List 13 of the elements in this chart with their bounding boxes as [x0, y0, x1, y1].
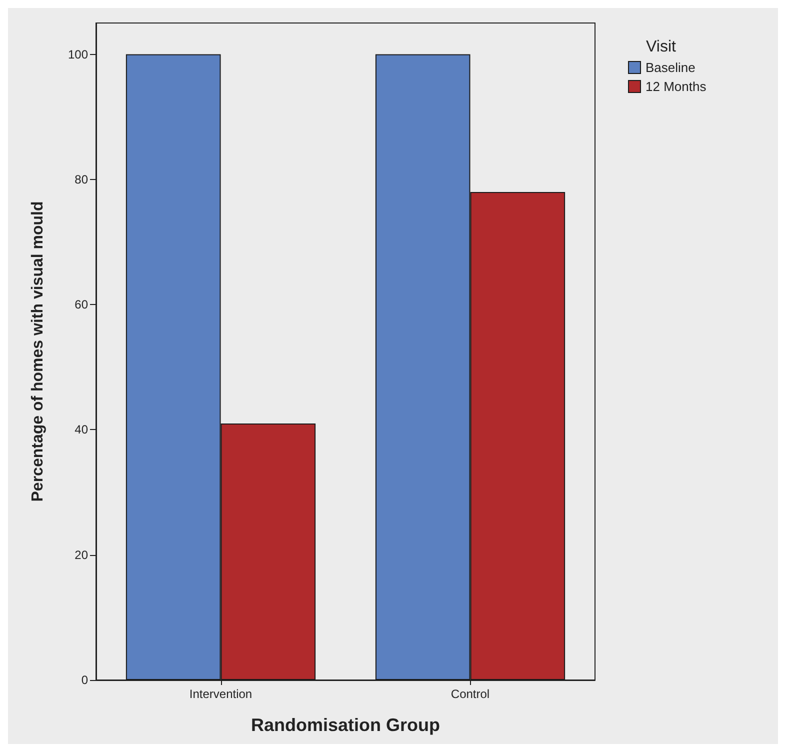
y-tick-label: 60	[74, 298, 88, 312]
x-tick-label: Control	[450, 687, 490, 701]
y-tick-label: 20	[74, 548, 88, 562]
legend-label: Baseline	[646, 60, 696, 75]
x-tick-label: Intervention	[189, 687, 252, 701]
legend-title: Visit	[646, 38, 676, 56]
y-tick-label: 80	[74, 172, 88, 186]
x-axis-title: Randomisation Group	[251, 715, 440, 735]
legend-label: 12 Months	[646, 79, 707, 94]
y-tick-label: 40	[74, 422, 88, 437]
y-tick-label: 100	[68, 47, 88, 62]
y-tick-label: 0	[81, 673, 88, 687]
y-axis-title: Percentage of homes with visual mould	[30, 201, 46, 502]
